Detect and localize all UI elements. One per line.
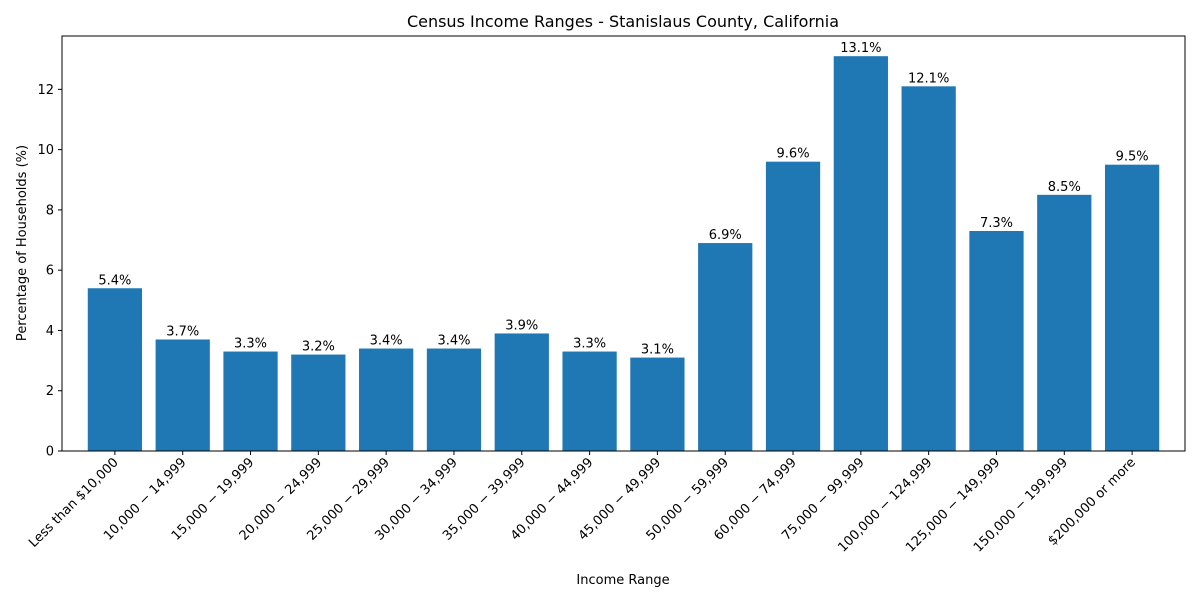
bar — [1104, 164, 1160, 451]
y-tick-label: 4 — [46, 324, 54, 339]
y-tick-label: 0 — [46, 445, 54, 460]
bar — [426, 348, 482, 451]
bar-value-label: 5.4% — [98, 273, 131, 288]
bar — [291, 354, 346, 451]
bar-value-label: 3.3% — [573, 337, 606, 352]
bar — [223, 351, 278, 451]
plot-frame — [61, 35, 1186, 452]
y-tick-label: 8 — [46, 203, 54, 218]
bar-value-label: 6.9% — [709, 228, 742, 243]
bar-value-label: 3.1% — [641, 343, 674, 358]
bar-value-label: 3.3% — [234, 337, 267, 352]
bar — [698, 243, 753, 451]
bar-value-label: 8.5% — [1048, 180, 1081, 195]
bar — [562, 351, 617, 451]
bar — [630, 357, 685, 451]
bar — [155, 339, 210, 451]
bar-value-label: 13.1% — [840, 41, 881, 56]
bar-value-label: 3.7% — [166, 324, 199, 339]
bar-value-label: 7.3% — [980, 216, 1013, 231]
bar — [765, 161, 821, 451]
bar-value-label: 9.5% — [1116, 150, 1149, 165]
bar — [833, 56, 888, 452]
bar — [901, 86, 956, 451]
x-axis-label: Income Range — [576, 573, 669, 588]
bar — [969, 230, 1024, 451]
y-tick-label: 10 — [37, 143, 54, 158]
y-tick-label: 2 — [46, 384, 54, 399]
bar-value-label: 3.4% — [370, 334, 403, 349]
bar-value-label: 3.4% — [437, 334, 470, 349]
bar — [1037, 194, 1092, 452]
y-axis-label: Percentage of Households (%) — [15, 145, 30, 341]
bar-value-label: 3.2% — [302, 340, 335, 355]
plot-area: 5.4% 3.7% 3.3% 3.2% 3.4% 3.4% 3.9% 3.3% 3.1% 6.9%… — [26, 35, 1186, 555]
chart-title: Census Income Ranges - Stanislaus County… — [407, 12, 839, 31]
bar — [87, 288, 143, 451]
bar — [494, 333, 549, 451]
bar — [359, 348, 414, 451]
bar-value-label: 12.1% — [908, 71, 949, 86]
bar-value-label: 9.6% — [777, 147, 810, 162]
y-tick-label: 12 — [37, 83, 54, 98]
bar-value-label: 3.9% — [505, 318, 538, 333]
y-tick-label: 6 — [46, 264, 54, 279]
